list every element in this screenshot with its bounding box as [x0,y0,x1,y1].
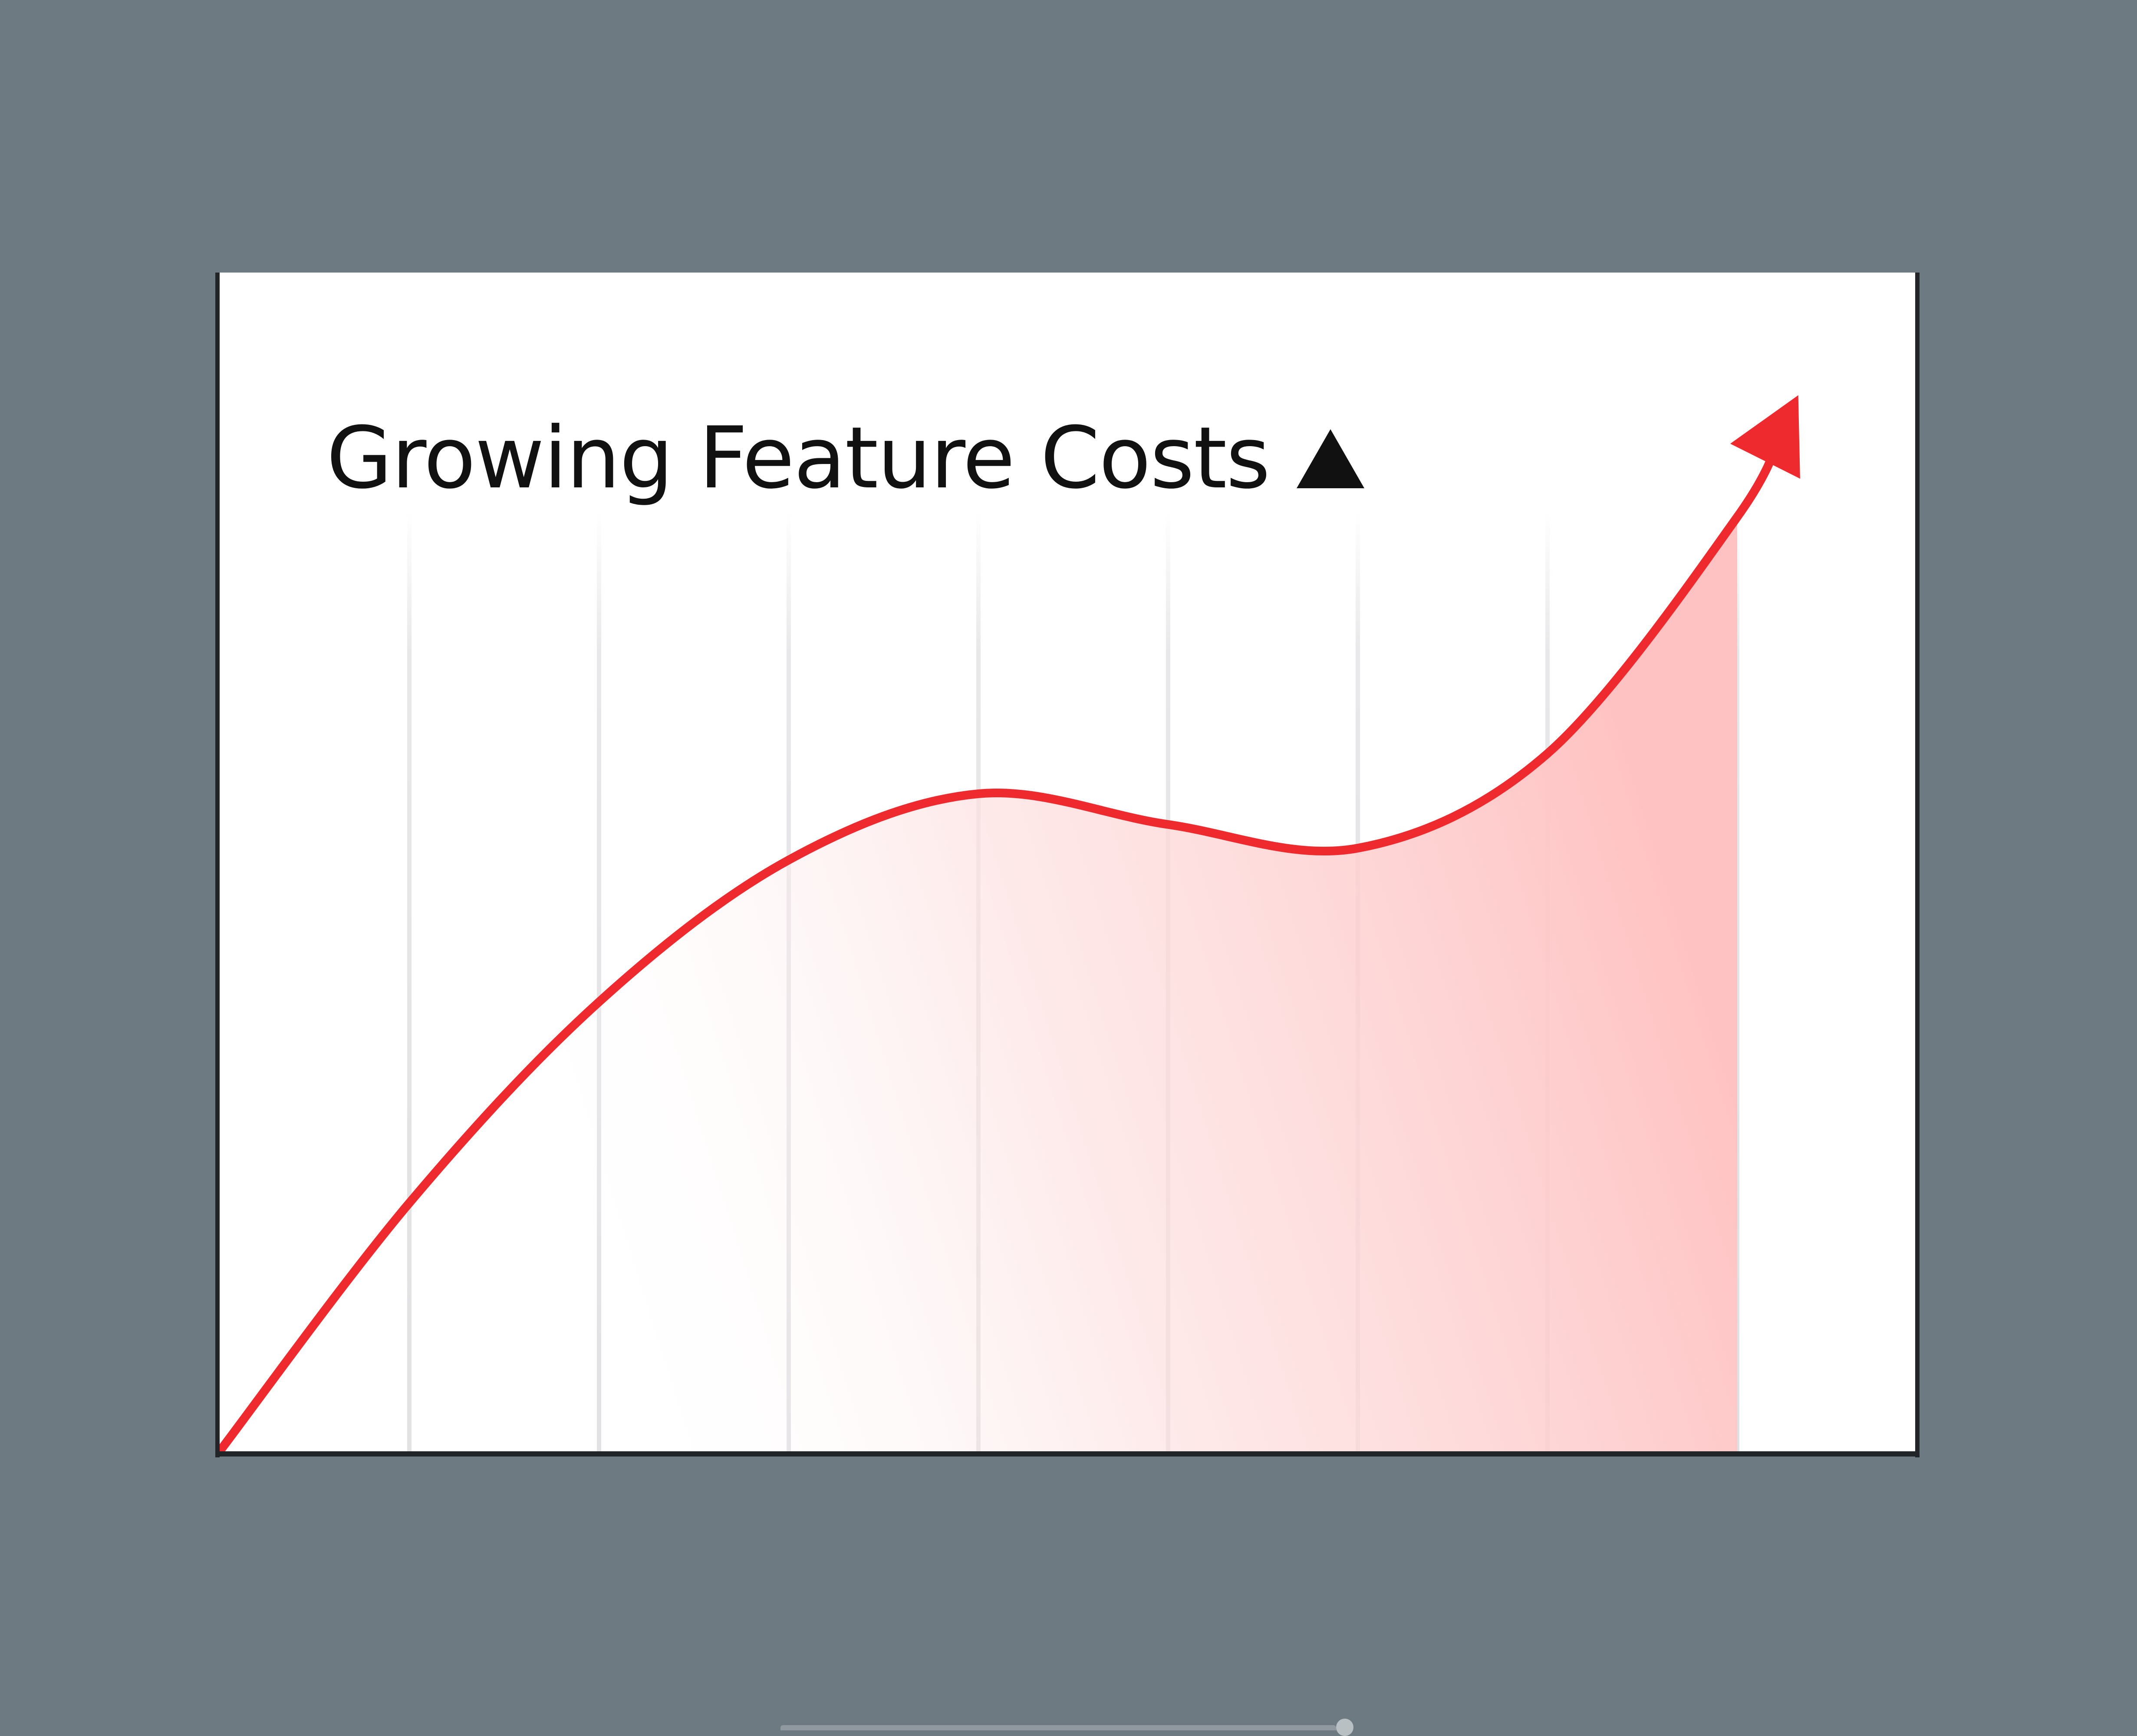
area-fill [220,517,1737,1451]
x-axis-line [215,1451,1920,1457]
card-border-left [215,273,220,1457]
scrollbar-thumb[interactable] [1336,1719,1353,1736]
arrow-head-icon [1730,395,1800,479]
scrollbar-track[interactable] [780,1725,1336,1730]
chart-title: Growing Feature Costs [326,409,1271,508]
chart-title-row: Growing Feature Costs [326,416,1365,501]
series-line [215,418,1789,1456]
up-triangle-icon [1296,416,1365,501]
card-border-right [1915,273,1920,1457]
